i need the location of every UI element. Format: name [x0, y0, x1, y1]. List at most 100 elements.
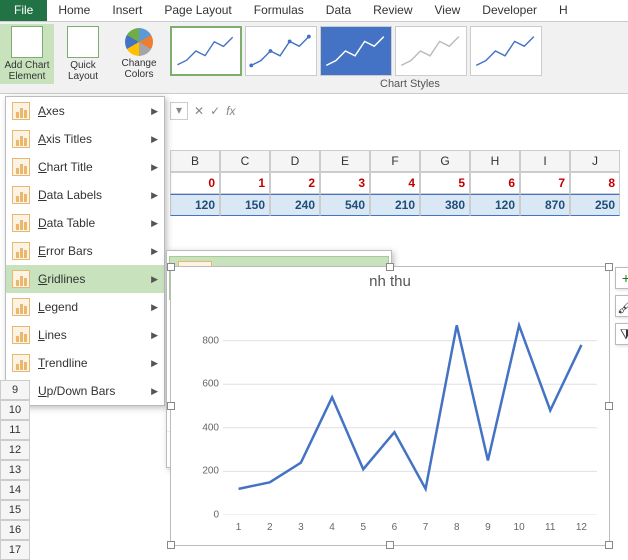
cell[interactable]: 240 — [270, 194, 320, 216]
resize-handle[interactable] — [167, 402, 175, 410]
resize-handle[interactable] — [605, 263, 613, 271]
row-header[interactable]: 17 — [0, 540, 30, 560]
style-thumb-4[interactable] — [395, 26, 467, 76]
tab-more[interactable]: H — [548, 0, 579, 21]
cell[interactable]: 1 — [220, 172, 270, 194]
resize-handle[interactable] — [167, 541, 175, 549]
row-header[interactable]: 10 — [0, 400, 30, 420]
menu-item-axis-titles[interactable]: Axis Titles▶ — [6, 125, 164, 153]
chart-elements-button[interactable]: + — [615, 267, 628, 289]
col-e[interactable]: E — [320, 150, 370, 172]
menu-label: Up/Down Bars — [38, 384, 115, 398]
style-thumb-3[interactable] — [320, 26, 392, 76]
cell[interactable]: 0 — [170, 172, 220, 194]
row-header[interactable]: 12 — [0, 440, 30, 460]
col-i[interactable]: I — [520, 150, 570, 172]
cell[interactable]: 5 — [420, 172, 470, 194]
row-1: 0 1 2 3 4 5 6 7 8 — [170, 172, 620, 194]
cell[interactable]: 6 — [470, 172, 520, 194]
x-tick-label: 12 — [576, 522, 587, 533]
cell[interactable]: 120 — [470, 194, 520, 216]
resize-handle[interactable] — [167, 263, 175, 271]
col-f[interactable]: F — [370, 150, 420, 172]
tab-view[interactable]: View — [424, 0, 472, 21]
menu-item-trendline[interactable]: Trendline▶ — [6, 349, 164, 377]
cell[interactable]: 210 — [370, 194, 420, 216]
cell[interactable]: 7 — [520, 172, 570, 194]
cell[interactable]: 870 — [520, 194, 570, 216]
submenu-arrow-icon: ▶ — [151, 358, 158, 369]
menu-item-lines[interactable]: Lines▶ — [6, 321, 164, 349]
cell[interactable]: 2 — [270, 172, 320, 194]
plot-area[interactable]: 0200400600800123456789101112 — [223, 297, 597, 515]
row-header[interactable]: 15 — [0, 500, 30, 520]
submenu-arrow-icon: ▶ — [151, 134, 158, 145]
tab-insert[interactable]: Insert — [101, 0, 153, 21]
row-header[interactable]: 9 — [0, 380, 30, 400]
style-thumb-1[interactable] — [170, 26, 242, 76]
cell[interactable]: 380 — [420, 194, 470, 216]
tab-page-layout[interactable]: Page Layout — [153, 0, 242, 21]
col-j[interactable]: J — [570, 150, 620, 172]
bars-icon — [12, 326, 30, 344]
tab-developer[interactable]: Developer — [471, 0, 548, 21]
embedded-chart[interactable]: nh thu 0200400600800123456789101112 + 🖌 … — [170, 266, 610, 546]
tab-home[interactable]: Home — [47, 0, 101, 21]
tab-file[interactable]: File — [0, 0, 47, 21]
menu-label: Gridlines — [38, 272, 85, 286]
bars-icon — [12, 214, 30, 232]
col-g[interactable]: G — [420, 150, 470, 172]
resize-handle[interactable] — [605, 402, 613, 410]
tab-data[interactable]: Data — [315, 0, 362, 21]
chart-filters-button[interactable]: ⧩ — [615, 323, 628, 345]
layout-icon — [67, 26, 99, 58]
name-box-drop[interactable]: ▾ — [170, 102, 188, 120]
cell[interactable]: 250 — [570, 194, 620, 216]
chart-styles-button[interactable]: 🖌 — [615, 295, 628, 317]
col-d[interactable]: D — [270, 150, 320, 172]
menu-item-axes[interactable]: Axes▶ — [6, 97, 164, 125]
resize-handle[interactable] — [386, 541, 394, 549]
submenu-arrow-icon: ▶ — [151, 330, 158, 341]
submenu-arrow-icon: ▶ — [151, 106, 158, 117]
cell[interactable]: 3 — [320, 172, 370, 194]
cell[interactable]: 150 — [220, 194, 270, 216]
cancel-icon[interactable]: ✕ — [194, 104, 204, 118]
column-headers: B C D E F G H I J — [170, 150, 620, 172]
add-chart-element-button[interactable]: Add Chart Element — [0, 24, 54, 84]
fx-label[interactable]: fx — [226, 104, 235, 118]
add-chart-label: Add Chart Element — [2, 60, 52, 82]
menu-item-error-bars[interactable]: Error Bars ▶ — [6, 237, 164, 265]
menu-item-data-labels[interactable]: Data Labels▶ — [6, 181, 164, 209]
row-header[interactable]: 11 — [0, 420, 30, 440]
col-c[interactable]: C — [220, 150, 270, 172]
submenu-arrow-icon: ▶ — [151, 246, 158, 257]
style-thumb-2[interactable] — [245, 26, 317, 76]
enter-icon[interactable]: ✓ — [210, 104, 220, 118]
resize-handle[interactable] — [386, 263, 394, 271]
cell[interactable]: 540 — [320, 194, 370, 216]
row-header[interactable]: 14 — [0, 480, 30, 500]
cell[interactable]: 8 — [570, 172, 620, 194]
menu-item-legend[interactable]: Legend▶ — [6, 293, 164, 321]
row-header[interactable]: 16 — [0, 520, 30, 540]
tab-formulas[interactable]: Formulas — [243, 0, 315, 21]
change-colors-button[interactable]: Change Colors — [112, 24, 166, 82]
tab-review[interactable]: Review — [362, 0, 423, 21]
menu-item-data-table[interactable]: Data Table▶ — [6, 209, 164, 237]
x-tick-label: 11 — [545, 522, 555, 533]
col-h[interactable]: H — [470, 150, 520, 172]
cell[interactable]: 120 — [170, 194, 220, 216]
quick-layout-button[interactable]: Quick Layout — [56, 24, 110, 84]
chart-side-buttons: + 🖌 ⧩ — [615, 267, 628, 345]
row-header[interactable]: 13 — [0, 460, 30, 480]
menu-item-gridlines[interactable]: Gridlines▶ — [6, 265, 164, 293]
resize-handle[interactable] — [605, 541, 613, 549]
style-thumb-5[interactable] — [470, 26, 542, 76]
chart-styles-gallery[interactable] — [170, 26, 542, 76]
cell[interactable]: 4 — [370, 172, 420, 194]
menu-item-chart-title[interactable]: Chart Title▶ — [6, 153, 164, 181]
menu-label: Error Bars — [38, 244, 93, 258]
col-b[interactable]: B — [170, 150, 220, 172]
menu-label: Legend — [38, 300, 78, 314]
